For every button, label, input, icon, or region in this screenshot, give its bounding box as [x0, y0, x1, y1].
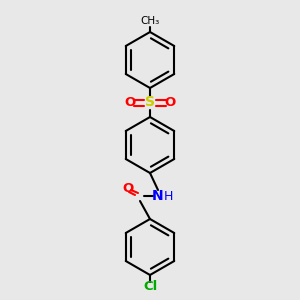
Text: O: O: [122, 182, 134, 194]
Text: H: H: [163, 190, 173, 202]
Text: N: N: [152, 189, 164, 203]
Text: Cl: Cl: [143, 280, 157, 293]
Text: CH₃: CH₃: [140, 16, 160, 26]
Text: S: S: [145, 95, 155, 110]
Text: O: O: [164, 96, 175, 109]
Text: O: O: [124, 96, 136, 109]
